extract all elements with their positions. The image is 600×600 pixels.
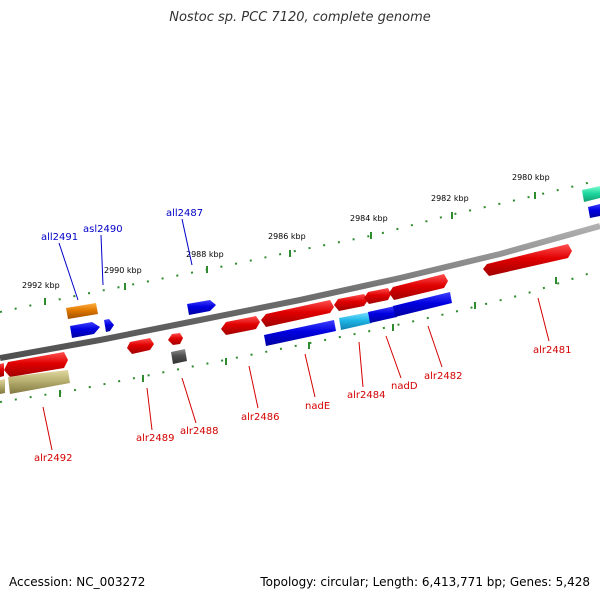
gene-gray-arrow[interactable]: [171, 349, 187, 364]
tick-label-2982: 2982 kbp: [431, 194, 469, 203]
gene-label-all2487[interactable]: all2487: [166, 208, 203, 219]
gene-label-all2491[interactable]: all2491: [41, 232, 78, 243]
gene-alr2481-arrow[interactable]: [483, 244, 572, 276]
gene-blue-nadD-arrow[interactable]: [368, 306, 397, 323]
gene-alr2486-arrow[interactable]: [221, 316, 260, 335]
gene-khaki-left-arrow[interactable]: [0, 379, 5, 394]
gene-khaki-arrow[interactable]: [8, 370, 70, 394]
gene-cyan-alr2484-arrow[interactable]: [339, 312, 372, 330]
gene-blue-edge-arrow[interactable]: [588, 204, 600, 218]
gene-blue-nadE-arrow[interactable]: [264, 320, 336, 346]
gene-alr2489-arrow[interactable]: [127, 338, 154, 354]
gene-label-nadE[interactable]: nadE: [305, 401, 330, 412]
inner-tick-ring: [0, 269, 600, 403]
label-leaders-forward: [42, 297, 550, 451]
gene-nadD-arrow[interactable]: [364, 288, 391, 304]
gene-asl2490-arrow[interactable]: [104, 319, 114, 332]
outer-tick-ring: [0, 179, 600, 313]
genome-summary-text: Topology: circular; Length: 6,413,771 bp…: [260, 575, 590, 589]
genome-backbone: [0, 223, 600, 361]
gene-alr2492-arrow[interactable]: [4, 352, 68, 377]
gene-blue-alr2482-arrow[interactable]: [393, 292, 452, 317]
gene-alr2484-arrow[interactable]: [334, 294, 368, 311]
gene-label-alr2492[interactable]: alr2492: [34, 453, 72, 464]
gene-all2491-rna[interactable]: [70, 322, 100, 338]
inner-major-ticks: [59, 277, 557, 397]
gene-all2491[interactable]: [66, 303, 100, 338]
accession-text: Accession: NC_003272: [9, 575, 146, 589]
gene-all2491-cds[interactable]: [66, 303, 98, 319]
gene-label-alr2489[interactable]: alr2489: [136, 433, 174, 444]
gene-all2487-arrow[interactable]: [187, 300, 216, 315]
gene-label-alr2482[interactable]: alr2482: [424, 371, 462, 382]
gene-alr2492-left-arrow[interactable]: [0, 363, 4, 377]
tick-label-2984: 2984 kbp: [350, 214, 388, 223]
tick-label-2986: 2986 kbp: [268, 232, 306, 241]
gene-label-alr2484[interactable]: alr2484: [347, 390, 385, 401]
outer-major-ticks: [44, 192, 536, 305]
gene-alr2488-arrow[interactable]: [168, 333, 183, 345]
gene-label-nadD[interactable]: nadD: [391, 381, 418, 392]
tick-label-2980: 2980 kbp: [512, 173, 550, 182]
label-leaders-reverse: [58, 218, 193, 301]
gene-alr2482-arrow[interactable]: [389, 274, 448, 300]
gene-nadE-arrow[interactable]: [261, 300, 334, 327]
tick-label-2992: 2992 kbp: [22, 281, 60, 290]
genome-title: Nostoc sp. PCC 7120, complete genome: [169, 10, 431, 25]
gene-label-alr2488[interactable]: alr2488: [180, 426, 218, 437]
gene-label-alr2481[interactable]: alr2481: [533, 345, 571, 356]
gene-label-asl2490[interactable]: asl2490: [83, 224, 123, 235]
tick-label-2988: 2988 kbp: [186, 250, 224, 259]
tick-label-2990: 2990 kbp: [104, 266, 142, 275]
gene-label-alr2486[interactable]: alr2486: [241, 412, 279, 423]
gene-teal-edge-arrow[interactable]: [582, 186, 600, 202]
